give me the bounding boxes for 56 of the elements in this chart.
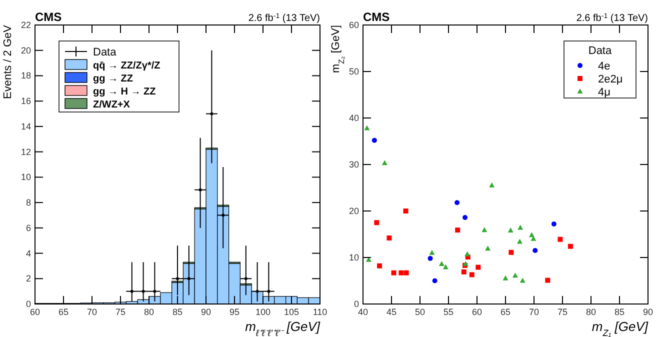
y-tick-label: 0 — [26, 299, 31, 309]
y-tick-label: 8 — [26, 198, 31, 208]
x-tick-label: 45 — [386, 307, 397, 317]
y-tick-label: 40 — [348, 113, 359, 123]
legend-label: qq̄ → ZZ/Zγ*/Z — [93, 60, 160, 72]
y-tick-label: 0 — [354, 299, 359, 309]
x-tick-label: 80 — [144, 307, 154, 317]
x-tick-label: 100 — [255, 307, 271, 317]
chart-subtitle: 2.6 fb$^{-1}$ (13 TeV) — [576, 12, 648, 24]
y-tick-label: 10 — [20, 172, 31, 182]
y-tick-label: 16 — [20, 96, 31, 106]
x-tick-label: 90 — [200, 307, 212, 317]
y-axis-title: Events / 2 GeV — [2, 24, 14, 99]
x-tick-label: 85 — [614, 307, 625, 317]
x-tick-label: 75 — [557, 307, 568, 317]
chart-subtitle: 2.6 fb$^{-1}$ (13 TeV) — [248, 12, 320, 24]
x-axis-title: m$_{ℓ⁺ℓ⁻ℓ'⁺ℓ'⁻}$ [GeV] — [245, 319, 320, 337]
x-tick-label: 65 — [58, 307, 69, 317]
legend-label: 4μ — [598, 86, 610, 98]
x-axis-title: m$_{Z₁}$ [GeV] — [592, 319, 648, 337]
legend-label: 4e — [598, 60, 610, 72]
legend-title: Data — [588, 45, 612, 57]
y-tick-label: 30 — [348, 160, 359, 170]
x-tick-label: 75 — [115, 307, 126, 317]
y-tick-label: 10 — [348, 252, 359, 262]
y-tick-label: 18 — [20, 70, 31, 81]
chart-title: CMS — [363, 10, 390, 24]
x-tick-label: 70 — [528, 307, 540, 317]
y-tick-label: 20 — [348, 206, 359, 216]
y-tick-label: 20 — [20, 45, 31, 56]
y-tick-label: 2 — [26, 274, 31, 284]
x-tick-label: 50 — [414, 307, 426, 317]
x-tick-label: 40 — [358, 307, 368, 317]
x-tick-label: 65 — [500, 307, 511, 317]
x-tick-label: 90 — [642, 307, 654, 317]
legend-label: gg → H → ZZ — [93, 86, 156, 98]
y-tick-label: 6 — [26, 222, 31, 233]
y-tick-label: 14 — [20, 121, 31, 132]
y-tick-label: 22 — [20, 20, 31, 30]
chart-title: CMS — [35, 10, 62, 24]
legend-label: 2e2μ — [598, 74, 623, 86]
x-tick-label: 60 — [472, 307, 482, 317]
y-tick-label: 12 — [20, 146, 31, 157]
x-tick-label: 55 — [443, 307, 454, 317]
y-tick-label: 4 — [26, 248, 31, 258]
x-tick-label: 80 — [586, 307, 596, 317]
x-tick-label: 110 — [312, 307, 328, 317]
x-tick-label: 70 — [86, 307, 98, 317]
legend-label: gg → ZZ — [93, 74, 133, 84]
y-tick-label: 50 — [348, 66, 359, 76]
x-tick-label: 95 — [229, 307, 240, 317]
legend-label: Z/WZ+X — [93, 100, 130, 110]
legend-label: Data — [93, 46, 118, 58]
y-tick-label: 60 — [348, 20, 359, 30]
x-tick-label: 85 — [172, 307, 183, 317]
x-tick-label: 105 — [284, 307, 300, 317]
